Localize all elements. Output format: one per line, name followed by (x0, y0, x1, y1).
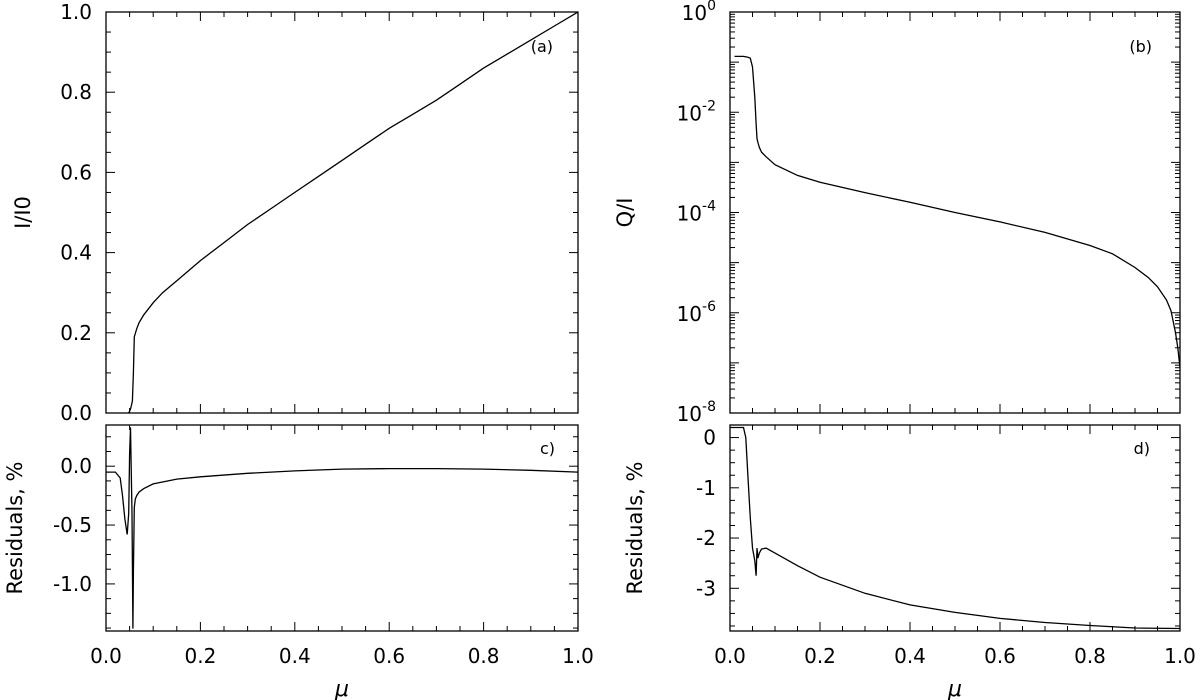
y-tick-label: 0.8 (60, 80, 92, 104)
y-tick-label: 0.0 (60, 401, 92, 425)
y-axis-label: Residuals, % (3, 462, 27, 595)
x-tick-label: 0.8 (1074, 644, 1106, 668)
panel-d: 0.0 0.2 0.4 0.6 0.8 1.0 0 -1 -2 -3 Residuals, % μ d) (623, 424, 1196, 700)
y-tick-label: 10-4 (677, 199, 717, 226)
y-tick-base: 10 (677, 302, 702, 326)
y-tick-label: -2 (696, 526, 716, 550)
plot-frame-c (105, 424, 579, 632)
x-tick-label: 0.4 (894, 644, 926, 668)
x-axis-label: μ (947, 677, 962, 700)
x-tick-label: 0.6 (984, 644, 1016, 668)
y-tick-label: -3 (696, 576, 716, 600)
y-tick-exponent: -6 (702, 299, 716, 315)
x-tick-label: 0.4 (279, 644, 311, 668)
y-tick-label: 0.0 (60, 454, 92, 478)
x-tick-label: 0.0 (90, 644, 122, 668)
y-axis-label: Residuals, % (623, 462, 647, 595)
x-tick-label: 1.0 (1164, 644, 1196, 668)
x-tick-label: 0.8 (468, 644, 500, 668)
panel-c: 0.0 0.2 0.4 0.6 0.8 1.0 0.0 -0.5 -1.0 Residuals, … (3, 424, 594, 700)
y-tick-label: 0.4 (60, 241, 92, 265)
y-tick-label: 1.0 (60, 0, 92, 24)
y-tick-exponent: 0 (707, 0, 716, 14)
panel-label: c) (540, 439, 555, 458)
y-tick-base: 10 (677, 402, 702, 426)
series-line-b-0 (734, 55, 1180, 368)
y-tick-label: 10-2 (677, 98, 716, 125)
y-tick-label: 0 (703, 426, 716, 450)
y-tick-exponent: -8 (702, 399, 716, 415)
panel-label: d) (1134, 439, 1150, 458)
x-tick-label: 1.0 (562, 644, 594, 668)
x-tick-label: 0.2 (804, 644, 836, 668)
panel-label: (a) (531, 37, 553, 56)
y-axis-label: Q/I (613, 198, 637, 228)
y-tick-exponent: -4 (702, 199, 716, 215)
y-tick-exponent: -2 (702, 98, 716, 114)
y-tick-label: 10-6 (677, 299, 717, 326)
x-tick-label: 0.2 (184, 644, 216, 668)
y-tick-label: 0.2 (60, 321, 92, 345)
y-tick-base: 10 (677, 202, 702, 226)
x-tick-label: 0.0 (714, 644, 746, 668)
series-line-d-0 (730, 426, 1180, 630)
panel-a: 0.0 0.2 0.4 0.6 0.8 1.0 I/I0 (a) (11, 0, 579, 425)
plot-frame-a (105, 11, 579, 414)
y-tick-label: -1 (696, 476, 716, 500)
series-line-a-0 (128, 12, 578, 413)
x-axis-label: μ (334, 677, 349, 700)
y-tick-base: 10 (682, 1, 707, 25)
y-tick-label: -0.5 (53, 513, 92, 537)
series-line-c-0 (106, 427, 578, 629)
y-tick-base: 10 (677, 101, 702, 125)
panel-label: (b) (1129, 37, 1152, 56)
y-tick-label: 100 (682, 0, 716, 25)
x-tick-label: 0.6 (373, 644, 405, 668)
plot-frame-d (729, 424, 1181, 632)
y-tick-label: 10-8 (677, 399, 716, 426)
y-tick-label: 0.6 (60, 160, 92, 184)
y-axis-label: I/I0 (11, 196, 35, 229)
y-tick-label: -1.0 (53, 572, 92, 596)
